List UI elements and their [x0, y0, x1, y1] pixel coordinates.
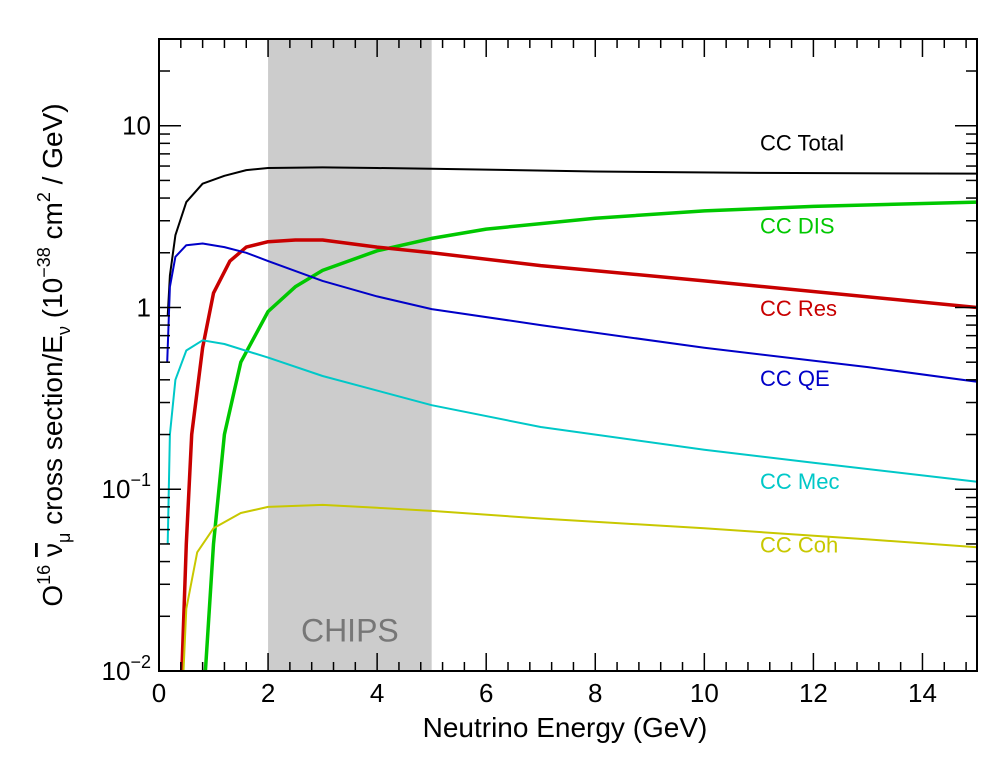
- series-label-cc-qe: CC QE: [760, 366, 830, 391]
- y-axis-title: O16 νμ cross section/Eν (10−38 cm2 / GeV…: [34, 103, 74, 606]
- series-line-cc-total: [166, 166, 978, 316]
- y-axis-title-units-a: (10: [37, 278, 68, 326]
- y-tick-label: 10: [122, 111, 151, 141]
- y-tick-label: 10−1: [102, 470, 151, 504]
- x-tick-label: 2: [261, 678, 275, 708]
- x-tick-label: 4: [370, 678, 384, 708]
- y-tick-label: 1: [137, 292, 151, 322]
- y-axis-title-sup38: −38: [34, 247, 54, 278]
- x-tick-label: 8: [588, 678, 602, 708]
- series-line-cc-res: [180, 238, 978, 672]
- x-tick-label: 12: [799, 678, 828, 708]
- y-axis-title-sup16: 16: [34, 565, 54, 585]
- y-tick-label: 10−2: [102, 652, 151, 686]
- series-label-cc-coh: CC Coh: [760, 532, 838, 557]
- series-label-layer: CC Total CC DIS CC Res CC QE CC Mec CC Coh: [760, 131, 844, 558]
- y-axis-title-nu: ν: [37, 543, 68, 557]
- series-label-cc-total: CC Total: [760, 131, 844, 156]
- y-axis-title-o: O: [37, 585, 68, 607]
- y-axis-title-mid: cross section/E: [37, 335, 68, 533]
- y-axis-title-units-b: cm: [37, 202, 68, 247]
- x-tick-label: 6: [479, 678, 493, 708]
- x-tick-label: 14: [908, 678, 937, 708]
- chips-band-layer: CHIPS: [268, 39, 432, 671]
- series-label-cc-dis: CC DIS: [760, 214, 835, 239]
- series-layer: [166, 166, 978, 672]
- series-line-cc-coh: [182, 503, 978, 672]
- y-axis-title-sup2: 2: [34, 192, 54, 202]
- series-line-cc-mec: [166, 339, 978, 545]
- chips-band-label: CHIPS: [301, 613, 399, 649]
- plot-frame: [158, 38, 978, 672]
- series-label-cc-res: CC Res: [760, 296, 837, 321]
- chips-band: [268, 39, 432, 671]
- series-line-cc-qe: [166, 242, 978, 383]
- y-axis-title-e-sub: ν: [54, 326, 74, 335]
- series-label-cc-mec: CC Mec: [760, 469, 839, 494]
- tick-layer: 0 2 4 6 8 10 12 14 10−2 10−1 1 10: [102, 38, 977, 708]
- x-axis-title: Neutrino Energy (GeV): [423, 712, 708, 743]
- y-axis-title-nu-sub: μ: [54, 533, 74, 543]
- x-tick-label: 0: [152, 678, 166, 708]
- x-tick-label: 10: [690, 678, 719, 708]
- series-line-cc-dis: [203, 200, 978, 672]
- y-axis-title-units-c: / GeV): [37, 103, 68, 192]
